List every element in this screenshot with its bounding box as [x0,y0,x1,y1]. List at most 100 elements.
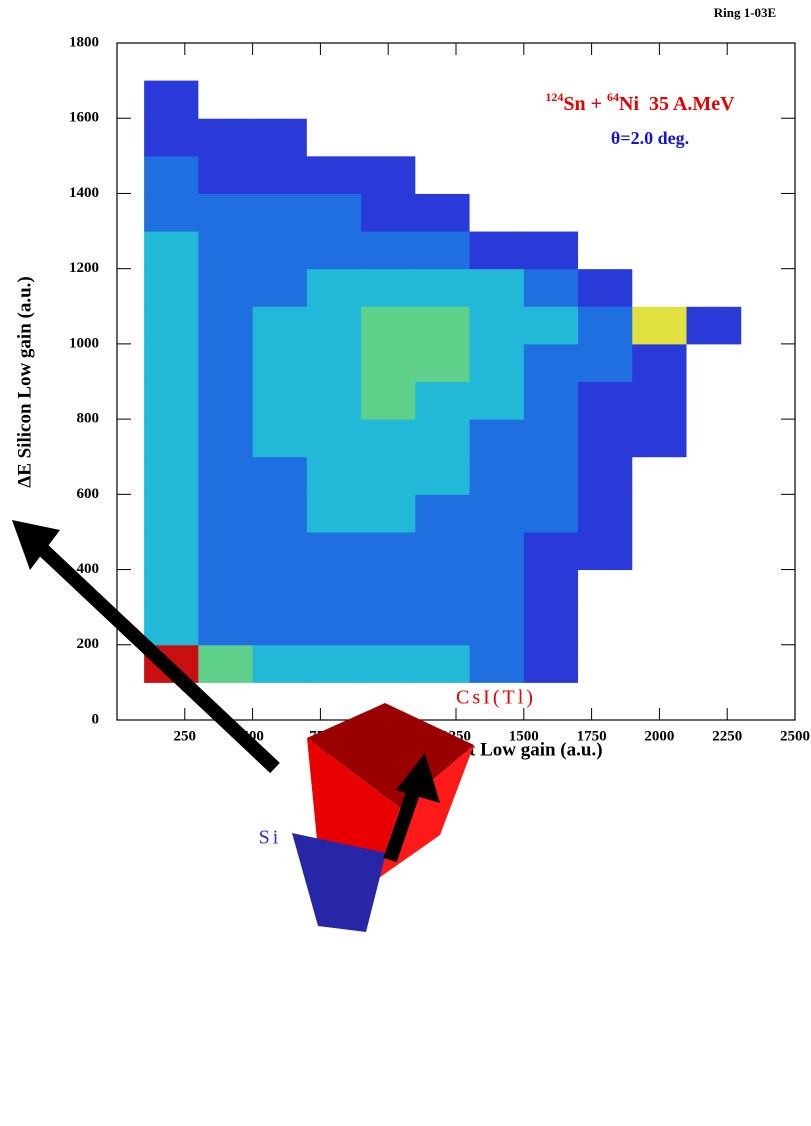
heat-cell [361,569,416,608]
heat-cell [469,118,525,157]
heat-cell [361,644,416,683]
heat-cell [578,569,633,608]
heat-cell [578,456,633,495]
heat-cell [469,268,525,307]
heat-cell [686,381,742,420]
heat-cell [252,118,308,157]
heat-cell [632,118,688,157]
heat-cell [198,419,254,458]
heat-cell [306,80,362,119]
heat-cell [686,306,742,345]
heat-cell [632,494,688,533]
y-tick-label: 600 [77,486,100,502]
heat-cell [523,494,579,533]
heat-cell [632,231,688,270]
heat-cell [415,531,471,571]
heat-cell [306,231,362,270]
heat-cell [578,118,633,157]
heat-cell [198,306,254,345]
heat-cell [686,569,742,608]
heat-cell [686,607,742,646]
heat-cell [578,644,633,683]
heat-cell [361,607,416,646]
heat-cell [469,193,525,232]
heat-cell [523,268,579,307]
heat-cell [523,569,579,608]
heat-cell [144,607,199,646]
heat-cell [578,607,633,646]
heat-cell [252,494,308,533]
heat-cell [252,456,308,495]
heat-cell [198,118,254,157]
heat-cell [198,193,254,232]
heat-cell [144,343,199,382]
heat-cell [578,193,633,232]
heat-cell [632,456,688,495]
heat-cell [415,306,471,345]
heat-cell [361,531,416,571]
heat-cell [469,644,525,683]
heat-cell [632,644,688,683]
heat-cell [469,381,525,420]
arrow-shaft [33,539,280,774]
heat-cell [632,155,688,194]
y-tick-label: 1000 [69,335,99,351]
heat-cell [198,80,254,119]
heat-cell [578,268,633,307]
heat-cell [198,381,254,420]
heat-cell [306,306,362,345]
heat-cell [578,80,633,119]
heat-cell [361,494,416,533]
heat-cell [361,155,416,194]
heat-cell [686,155,742,194]
heat-cell [578,494,633,533]
heat-cell [144,118,199,157]
heat-cell [252,419,308,458]
heat-cell [361,118,416,157]
heat-cell [198,531,254,571]
heat-cell [361,306,416,345]
heat-cell [415,343,471,382]
heat-cell [523,531,579,571]
heat-cell [144,569,199,608]
heat-cell [632,343,688,382]
heat-cell [306,193,362,232]
csi-top-face [307,703,474,808]
heat-cell [252,155,308,194]
heat-cell [252,381,308,420]
heat-cell [469,343,525,382]
heat-cell [578,306,633,345]
y-tick-label: 1600 [69,110,99,126]
heat-cell [686,531,742,571]
heat-cell [252,193,308,232]
heat-cell [252,80,308,119]
heat-cell [361,193,416,232]
heat-cell [144,494,199,533]
y-axis-label: ΔE Silicon Low gain (a.u.) [14,276,35,487]
heat-cell [578,231,633,270]
heat-cell [686,494,742,533]
heat-cell [686,231,742,270]
heat-cell [578,381,633,420]
heat-cell [469,569,525,608]
heat-cell [632,268,688,307]
heat-cell [415,456,471,495]
heat-cell [469,494,525,533]
heat-cell [198,268,254,307]
text: Ni 35 A.MeV [619,93,735,115]
heat-cell [632,419,688,458]
heat-cell [469,607,525,646]
heat-cell [306,607,362,646]
heat-cell [686,419,742,458]
heat-cell [144,419,199,458]
heat-cell [523,118,579,157]
heat-cell [469,419,525,458]
heat-cell [144,531,199,571]
heat-cell [361,80,416,119]
csi-label: CsI(Tl) [456,687,536,709]
heat-cell [306,531,362,571]
heat-cell [198,231,254,270]
heat-cell [415,80,471,119]
arrow-shaft [383,787,421,863]
y-tick-label: 400 [77,561,100,577]
